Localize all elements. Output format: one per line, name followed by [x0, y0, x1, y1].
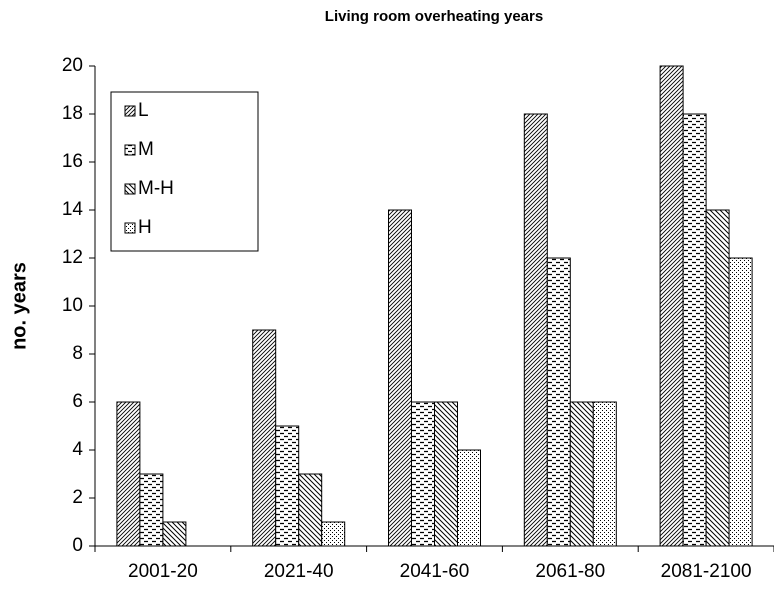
legend-label: H: [138, 217, 152, 238]
bar: [592, 401, 617, 547]
bar: [682, 113, 707, 547]
x-tick-label: 2061-80: [535, 561, 605, 582]
bar: [523, 113, 548, 547]
y-tick-label: 16: [62, 151, 83, 172]
x-tick-label: 2041-60: [400, 561, 470, 582]
legend-label: M-H: [138, 178, 174, 199]
bar: [546, 257, 571, 547]
legend-swatch: [124, 144, 136, 156]
bar: [728, 257, 753, 547]
y-tick-label: 12: [62, 247, 83, 268]
y-tick-label: 18: [62, 103, 83, 124]
y-tick-label: 0: [72, 535, 83, 556]
y-tick-label: 4: [72, 439, 83, 460]
y-tick-label: 10: [62, 295, 83, 316]
legend-swatch: [124, 105, 136, 117]
bar: [116, 401, 141, 547]
y-tick-label: 6: [72, 391, 83, 412]
bar: [162, 521, 187, 547]
chart-title: Living room overheating years: [325, 8, 543, 25]
x-tick-label: 2001-20: [128, 561, 198, 582]
y-axis-label: no. years: [8, 262, 30, 350]
bar: [705, 209, 730, 547]
bar: [321, 521, 346, 547]
x-tick-label: 2021-40: [264, 561, 334, 582]
bar: [298, 473, 323, 547]
bar: [457, 449, 481, 547]
bar: [569, 401, 594, 547]
y-tick-label: 14: [62, 199, 84, 220]
legend-label: M: [138, 139, 154, 160]
bar: [275, 425, 300, 547]
bar: [434, 401, 458, 547]
x-tick-label: 2081-2100: [661, 561, 752, 582]
y-tick-label: 20: [62, 55, 83, 76]
bar: [139, 473, 164, 547]
bar: [659, 65, 684, 547]
bar: [252, 329, 277, 547]
legend-swatch: [124, 183, 136, 195]
legend-label: L: [138, 100, 149, 121]
y-tick-label: 2: [72, 487, 83, 508]
legend-swatch: [124, 222, 136, 234]
y-tick-label: 8: [72, 343, 83, 364]
bar: [388, 209, 412, 547]
bar: [411, 401, 435, 547]
